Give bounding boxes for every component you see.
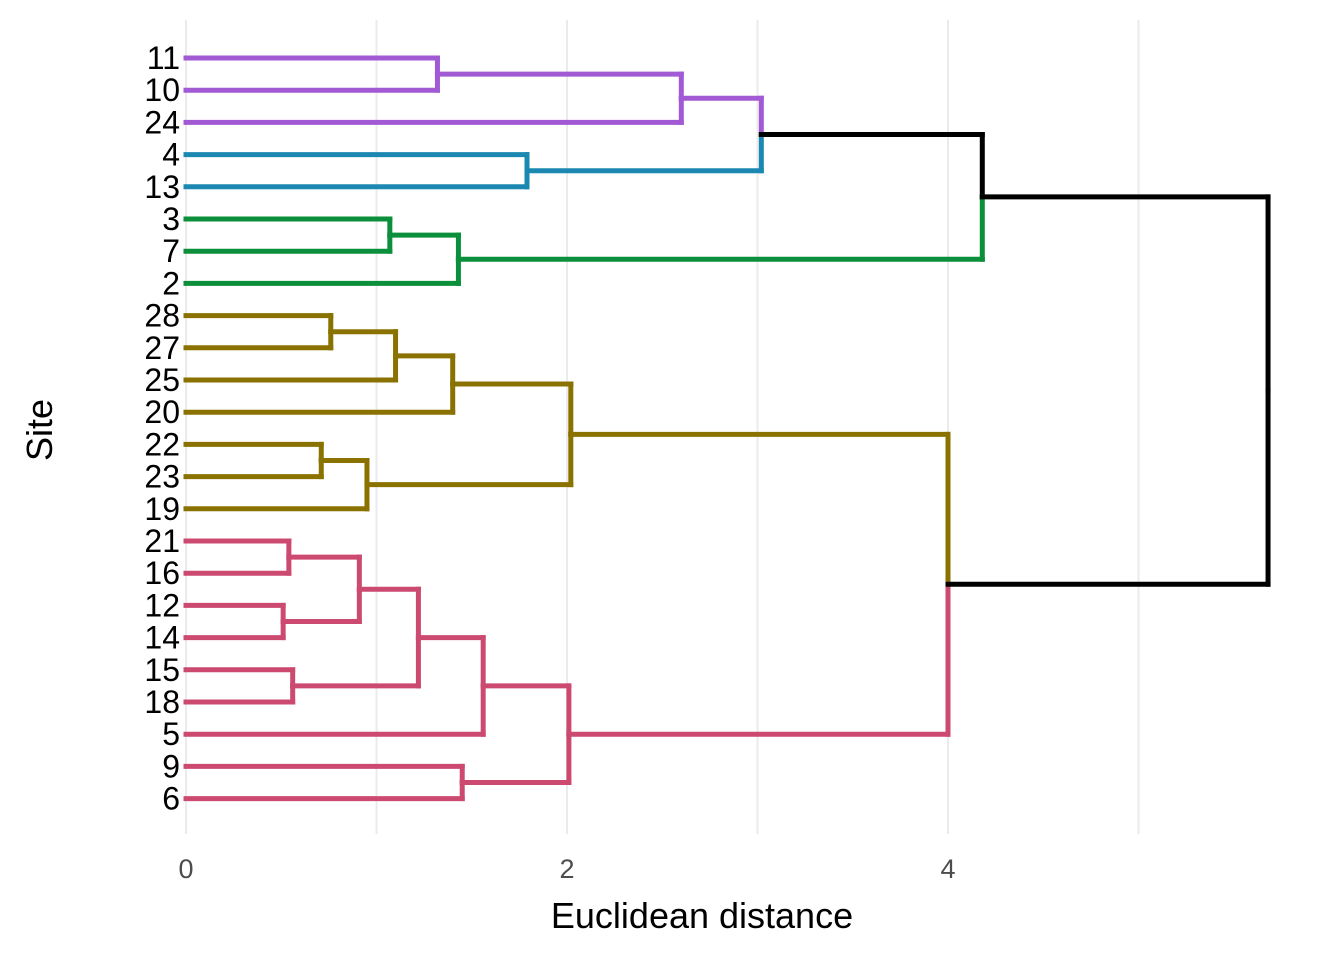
leaf-label: 19 xyxy=(144,491,180,527)
leaf-label: 3 xyxy=(162,201,180,237)
y-axis-title: Site xyxy=(19,399,60,461)
leaf-label: 12 xyxy=(144,587,180,623)
leaf-label: 22 xyxy=(144,426,180,462)
grid-lines xyxy=(185,20,1140,834)
leaf-label: 28 xyxy=(144,298,180,334)
leaf-label: 6 xyxy=(162,781,180,817)
leaf-label: 24 xyxy=(144,104,180,140)
x-axis-tick-labels: 0 2 4 xyxy=(178,854,955,884)
leaf-label: 27 xyxy=(144,330,180,366)
leaf-label: 15 xyxy=(144,652,180,688)
leaf-label: 21 xyxy=(144,523,180,559)
leaf-label: 10 xyxy=(144,72,180,108)
x-tick-label: 0 xyxy=(178,854,193,884)
leaf-label: 4 xyxy=(162,137,180,173)
leaf-label: 18 xyxy=(144,684,180,720)
x-axis-title: Euclidean distance xyxy=(551,895,853,936)
leaf-label: 5 xyxy=(162,716,180,752)
leaf-label: 9 xyxy=(162,748,180,784)
x-tick-label: 4 xyxy=(940,854,955,884)
leaf-label: 2 xyxy=(162,265,180,301)
leaf-label: 7 xyxy=(162,233,180,269)
leaf-label: 16 xyxy=(144,555,180,591)
dendrogram-branches xyxy=(183,55,1271,802)
leaf-label: 23 xyxy=(144,459,180,495)
leaf-label: 14 xyxy=(144,620,180,656)
leaf-label: 11 xyxy=(147,40,180,76)
leaf-label: 20 xyxy=(144,394,180,430)
leaf-label: 13 xyxy=(144,169,180,205)
leaf-label: 25 xyxy=(144,362,180,398)
x-tick-label: 2 xyxy=(559,854,574,884)
site-labels: 1110244133722827252022231921161214151859… xyxy=(144,40,180,817)
